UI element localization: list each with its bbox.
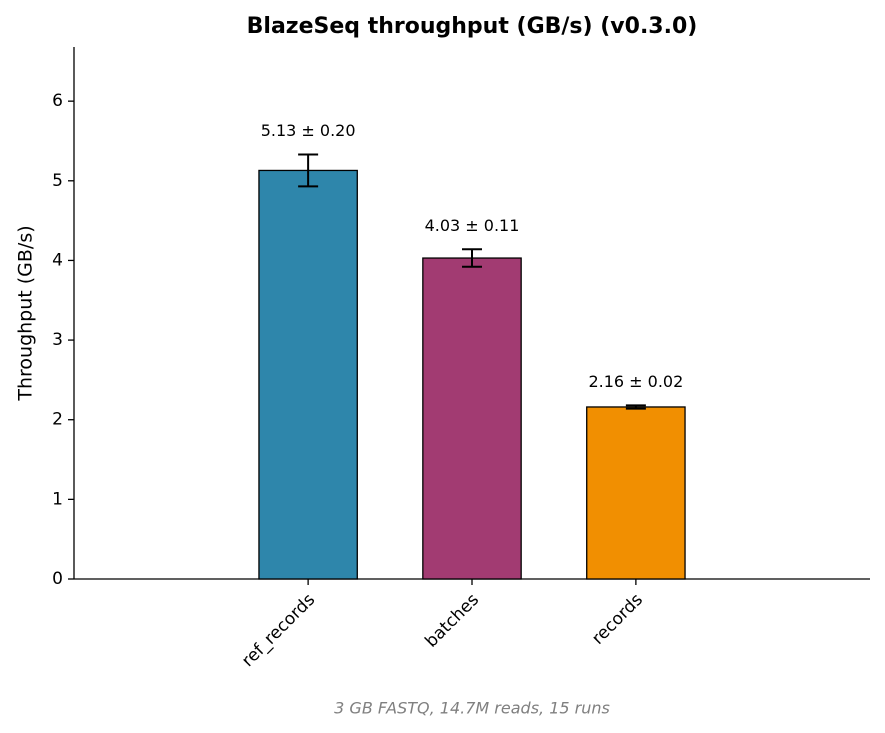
bar [258,169,358,580]
chart-title: BlazeSeq throughput (GB/s) (v0.3.0) [247,14,698,39]
value-label: 2.16 ± 0.02 [588,372,683,391]
bar [422,257,522,580]
y-tick-label: 4 [52,250,63,270]
x-tick-label: batches [421,590,483,652]
value-label: 5.13 ± 0.20 [261,121,356,140]
y-tick-label: 3 [52,330,63,350]
footnote: 3 GB FASTQ, 14.7M reads, 15 runs [334,699,610,718]
y-tick-label: 1 [52,489,63,509]
y-axis-label: Throughput (GB/s) [15,225,37,401]
x-tick-label: records [588,590,647,649]
bar [586,406,686,580]
y-tick-label: 2 [52,410,63,430]
value-label: 4.03 ± 0.11 [425,216,520,235]
x-tick-label: ref_records [238,590,319,671]
y-tick-label: 5 [52,171,63,191]
y-tick-label: 0 [52,569,63,589]
y-tick-label: 6 [52,91,63,111]
